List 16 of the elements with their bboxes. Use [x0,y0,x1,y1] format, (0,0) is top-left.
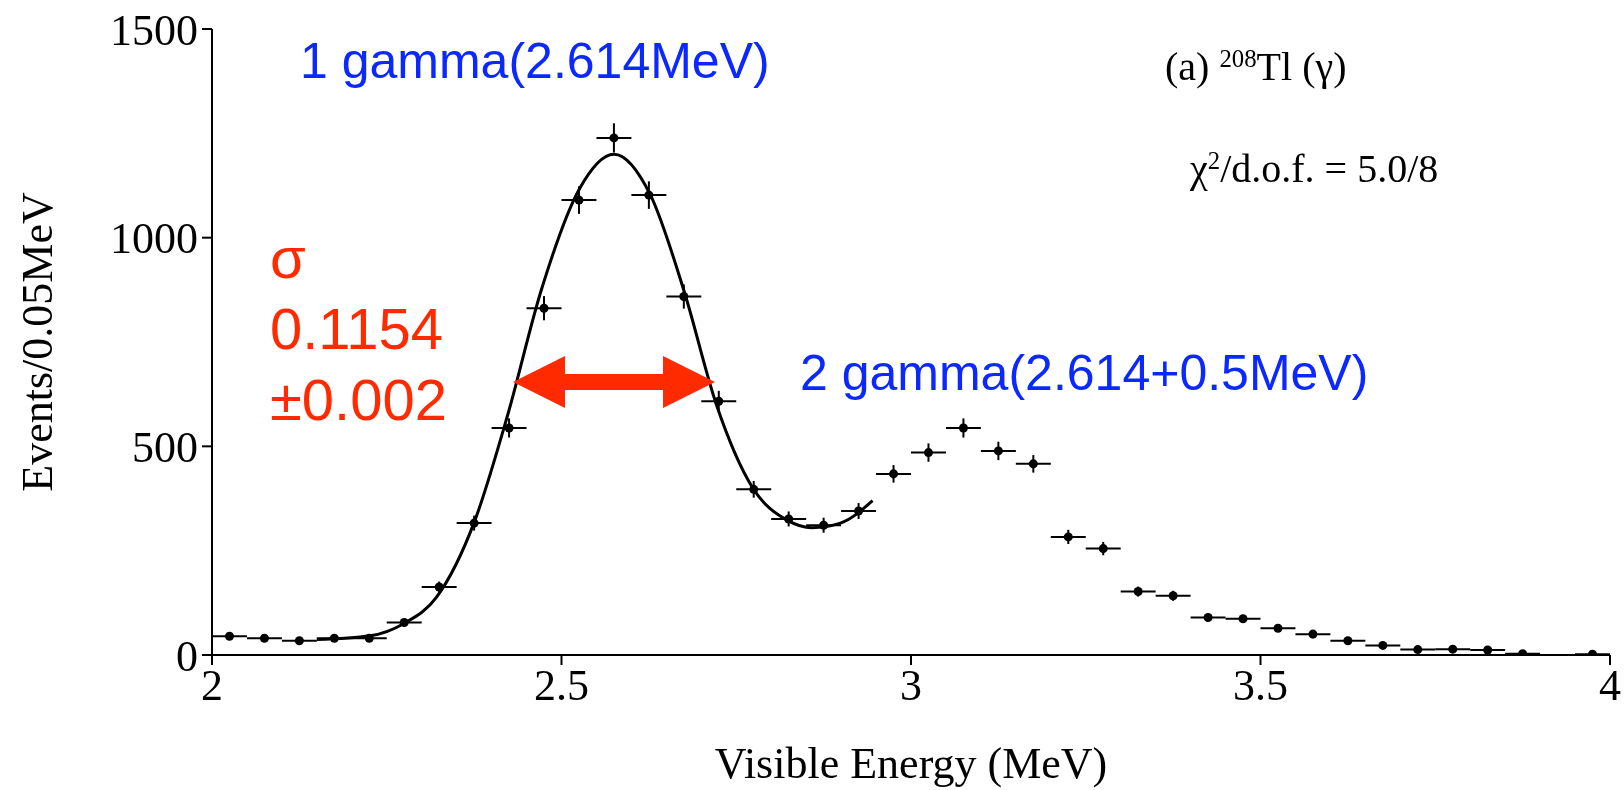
y-tick-label: 500 [132,422,198,472]
x-tick-label: 3 [900,661,922,711]
x-tick-label: 3.5 [1233,661,1288,711]
x-tick-label: 4 [1599,661,1621,711]
y-tick-label: 1500 [110,5,198,55]
x-tick-label: 2 [201,661,223,711]
x-axis-title: Visible Energy (MeV) [714,739,1108,788]
x-tick-label: 2.5 [534,661,589,711]
y-axis-title: Events/0.05MeV [13,192,62,492]
annotation: 1 gamma(2.614MeV) [300,33,770,89]
y-tick-label: 1000 [110,214,198,264]
annotation: 2 gamma(2.614+0.5MeV) [800,345,1369,401]
annotation: χ$^{2}$/d.o.f. = 5.0/8 [1189,146,1439,191]
y-tick-label: 0 [176,631,198,681]
annotation: σ 0.1154 ±0.002 [270,225,447,432]
annotation: (a) $^{208}$Tl (γ) [1165,44,1347,89]
